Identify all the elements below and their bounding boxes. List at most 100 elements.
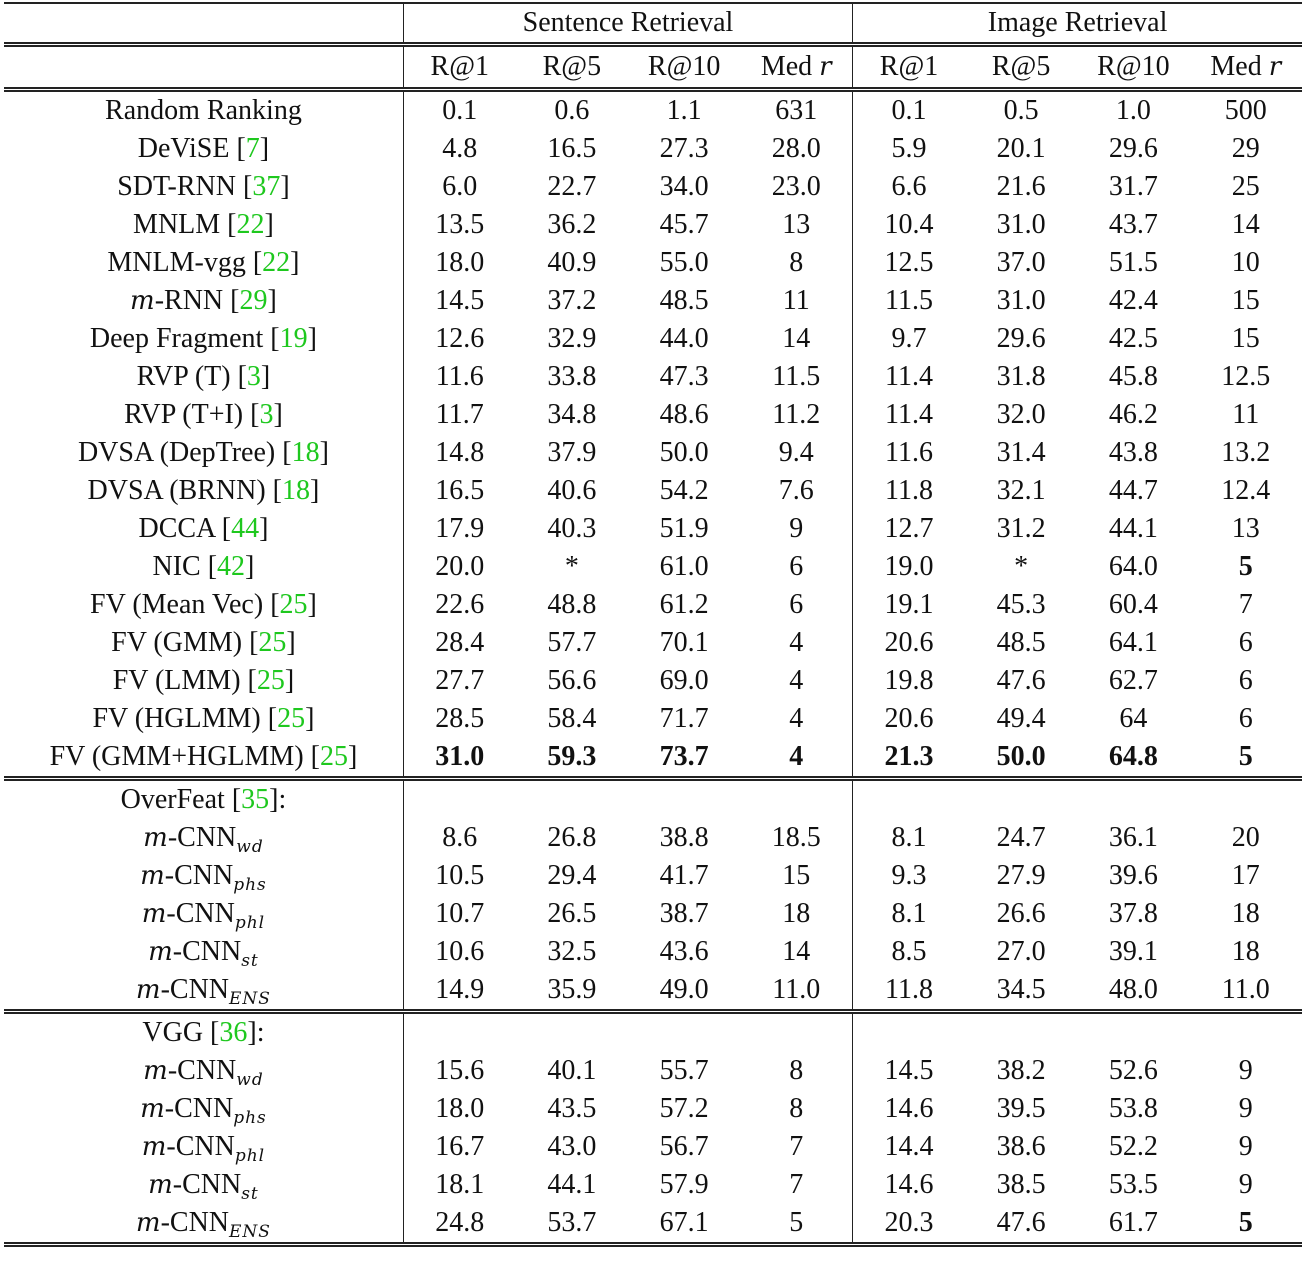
- metric-cell: 9: [789, 513, 804, 544]
- method-name: OverFeat [35]:: [120, 784, 287, 815]
- metric-cell: 5: [740, 1204, 853, 1247]
- metric-cell: 42.4: [1108, 285, 1158, 316]
- empty-cell: [965, 1012, 1077, 1053]
- citation-link[interactable]: 44: [231, 513, 260, 544]
- method-label: -CNN: [166, 898, 235, 929]
- metric-cell: 48.5: [659, 285, 709, 316]
- table-row: DVSA (BRNN) [18] 16.5 40.6 54.2 7.6 11.8 32.1 4…: [4, 472, 1302, 510]
- citation-link[interactable]: 3: [259, 399, 274, 430]
- metric-cell: 17: [1231, 860, 1260, 891]
- metric-cell: 9.4: [778, 437, 814, 468]
- metric-cell: 27.9: [996, 860, 1046, 891]
- citation-link[interactable]: 25: [258, 627, 287, 658]
- metric-cell: 61.2: [659, 589, 709, 620]
- citation-link[interactable]: 35: [241, 784, 270, 815]
- citation-link[interactable]: 37: [252, 171, 281, 202]
- citation-link[interactable]: 25: [319, 741, 348, 772]
- metric-cell: 47.3: [659, 361, 709, 392]
- metric-cell: 23.0: [771, 171, 821, 202]
- group-sentence-retrieval: Sentence Retrieval: [402, 2, 853, 45]
- metric-cell: 59.3: [515, 738, 628, 781]
- method-label: Deep Fragment: [89, 323, 264, 354]
- metric-cell: 4: [789, 627, 804, 658]
- citation-link[interactable]: 29: [239, 285, 268, 316]
- citation-link[interactable]: 25: [279, 589, 308, 620]
- metric-cell: 61.0: [659, 551, 709, 582]
- citation-link[interactable]: 22: [262, 247, 291, 278]
- empty-cell: [1190, 779, 1302, 820]
- empty-cell: [852, 1011, 965, 1052]
- section-header-row: VGG [36]:: [4, 1011, 1302, 1053]
- metric-cell: 11.0: [1189, 971, 1302, 1014]
- method-label: SDT-RNN: [117, 171, 236, 202]
- metric-cell: 37.0: [996, 247, 1046, 278]
- metric-cell: 14.5: [402, 282, 516, 320]
- metric-cell: 31.0: [996, 285, 1046, 316]
- method-label: -CNN: [166, 1131, 235, 1162]
- citation-link[interactable]: 22: [236, 209, 265, 240]
- column-header: R@1: [402, 42, 516, 92]
- method-label: FV (GMM): [111, 627, 243, 658]
- metric-cell: 14.4: [852, 1128, 965, 1166]
- metric-cell: 13: [1231, 513, 1260, 544]
- method-name: m-CNNENS: [4, 971, 404, 1014]
- table-row: Random Ranking 0.1 0.6 1.1 631 0.1 0.5 1.0 500: [4, 89, 1302, 130]
- table-row: DeViSE [7] 4.8 16.5 27.3 28.0 5.9 20.1 29.6 29: [4, 130, 1302, 168]
- column-header-variable: r: [1268, 52, 1282, 82]
- citation-link[interactable]: 3: [246, 361, 261, 392]
- metric-cell: 6: [789, 589, 804, 620]
- citation-link[interactable]: 25: [256, 665, 285, 696]
- metric-cell: 6: [1238, 703, 1253, 734]
- empty-cell: [1190, 1012, 1302, 1053]
- metric-cell: 56.6: [547, 665, 597, 696]
- citation-link[interactable]: 7: [245, 133, 260, 164]
- metric-cell: 8: [789, 247, 804, 278]
- metric-cell: 11.6: [852, 434, 965, 472]
- citation-link[interactable]: 19: [279, 323, 308, 354]
- metric-cell: 18: [1231, 936, 1260, 967]
- metric-cell: 40.1: [547, 1055, 597, 1086]
- column-header-label: R@10: [1097, 51, 1170, 82]
- column-header: R@5: [964, 42, 1078, 92]
- method-prefix-variable: m: [135, 1208, 161, 1238]
- method-prefix-variable: m: [143, 823, 168, 853]
- table-row: DVSA (DepTree) [18] 14.8 37.9 50.0 9.4 11.6 31…: [4, 434, 1302, 472]
- metric-cell: 5: [1238, 551, 1253, 582]
- metric-cell: 7: [789, 1131, 804, 1162]
- citation-link[interactable]: 42: [217, 551, 246, 582]
- table-row: m-CNNwd 8.6 26.8 38.8 18.5 8.1 24.7 36.1 20: [4, 819, 1302, 857]
- metric-cell: 51.9: [659, 513, 709, 544]
- metric-cell: 62.7: [1108, 665, 1158, 696]
- citation-link[interactable]: 18: [282, 475, 310, 506]
- metric-cell: 9.3: [852, 857, 965, 895]
- citation-link[interactable]: 36: [219, 1017, 248, 1048]
- method-label: -CNN: [160, 974, 230, 1005]
- method-name: m-CNNst: [4, 1166, 403, 1204]
- metric-cell: 24.8: [402, 1204, 516, 1247]
- group-header-row: Sentence Retrieval Image Retrieval: [4, 2, 1302, 45]
- table-row: m-CNNENS 14.9 35.9 49.0 11.0 11.8 34.5 48.0 11.0: [4, 971, 1302, 1014]
- metric-cell: 8.6: [402, 819, 516, 857]
- metric-cell: 8: [789, 1055, 804, 1086]
- column-header: R@5: [515, 42, 628, 92]
- metric-cell: 9.7: [852, 320, 965, 358]
- method-label: -RNN: [154, 285, 224, 316]
- corner-cell: [4, 2, 404, 45]
- empty-cell: [402, 778, 516, 819]
- metric-cell: 38.8: [659, 822, 709, 853]
- metric-cell: 28.4: [402, 624, 516, 662]
- method-label: VGG: [142, 1017, 204, 1048]
- metric-cell: 9: [1238, 1131, 1253, 1162]
- metric-cell: 36.2: [547, 209, 597, 240]
- method-name: MNLM-vgg [22]: [107, 247, 300, 278]
- method-label: -CNN: [167, 1055, 237, 1086]
- citation-link[interactable]: 25: [277, 703, 306, 734]
- metric-cell: 500: [1224, 95, 1267, 126]
- metric-cell: 20.6: [852, 700, 965, 738]
- metric-cell: 13.2: [1221, 437, 1271, 468]
- metric-cell: 48.5: [996, 627, 1046, 658]
- metric-cell: 64: [1119, 703, 1148, 734]
- citation-link[interactable]: 18: [291, 437, 320, 468]
- metric-cell: 39.5: [996, 1093, 1046, 1124]
- metric-cell: 21.3: [852, 738, 965, 781]
